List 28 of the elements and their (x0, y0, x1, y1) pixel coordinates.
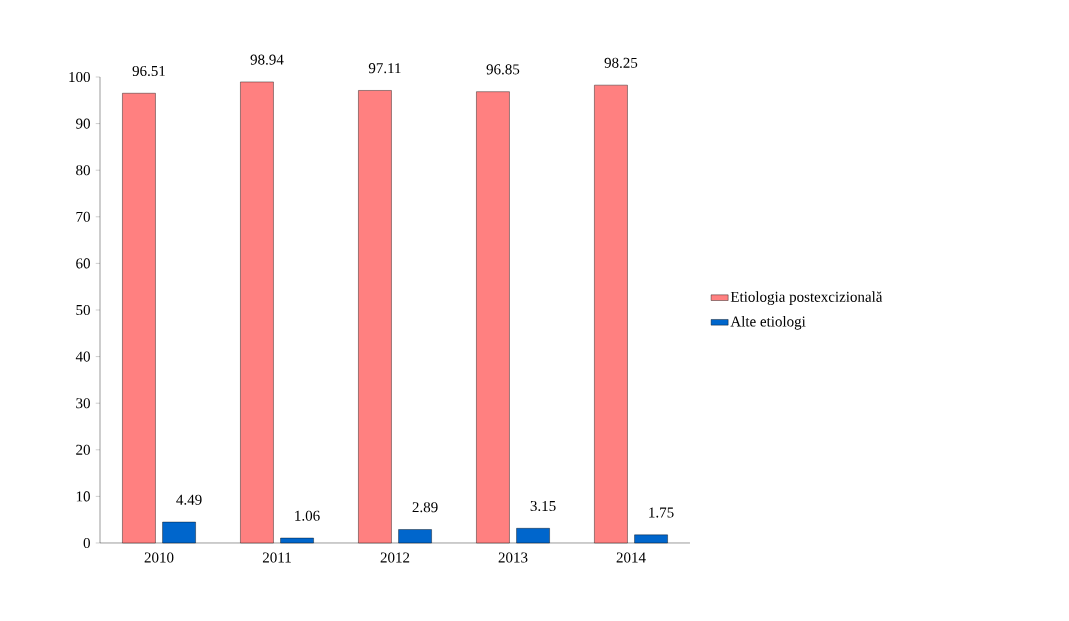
data-label: 97.11 (368, 63, 401, 74)
x-tick-label: 2011 (262, 552, 291, 563)
x-tick-label: 2013 (498, 552, 528, 563)
data-label: 1.06 (295, 510, 320, 521)
y-tick-label: 10 (76, 491, 90, 502)
y-tick-label: 40 (75, 351, 90, 362)
y-tick-label: 60 (76, 258, 90, 269)
data-label: 4.49 (176, 494, 202, 505)
legend-label: Alte etiologi (730, 316, 806, 330)
y-tick-label: 100 (69, 71, 90, 83)
legend-label: Etiologia postexcizională (730, 291, 883, 305)
y-tick-label: 50 (76, 304, 90, 316)
data-label: 3.15 (530, 500, 556, 512)
x-tick-label: 2010 (144, 552, 174, 563)
y-tick-label: 20 (76, 444, 90, 455)
y-tick-label: 70 (76, 211, 90, 222)
data-label: 96.51 (132, 65, 165, 77)
y-tick-label: 30 (76, 398, 90, 409)
x-tick-label: 2012 (380, 552, 410, 563)
data-label: 2.89 (412, 502, 438, 513)
data-label: 96.85 (486, 64, 520, 75)
x-tick-label: 2014 (616, 552, 646, 563)
y-tick-label: 0 (83, 537, 90, 549)
data-label: 1.75 (649, 507, 674, 518)
data-label: 98.25 (604, 57, 638, 68)
data-label: 98.94 (250, 54, 284, 65)
y-tick-label: 80 (76, 165, 90, 176)
y-tick-label: 90 (76, 118, 90, 129)
